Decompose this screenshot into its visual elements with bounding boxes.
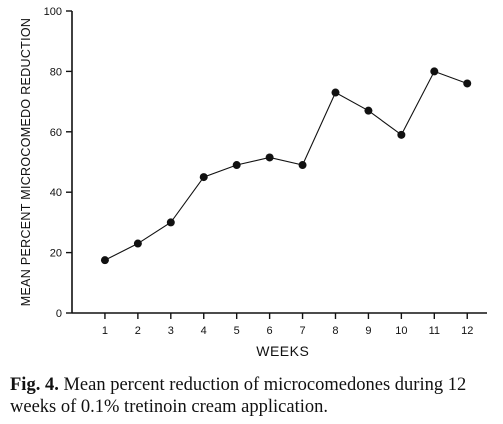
axes [71, 11, 487, 314]
data-point [232, 161, 241, 170]
figure-caption: Fig. 4. Mean percent reduction of microc… [10, 374, 498, 418]
data-point [199, 173, 208, 182]
data-point [133, 239, 142, 248]
data-points [100, 67, 472, 265]
y-tick-label: 40 [50, 187, 62, 199]
x-tick-label: 1 [102, 325, 108, 337]
x-tick-label: 5 [234, 325, 240, 337]
x-tick-label: 11 [429, 325, 440, 337]
data-point [331, 88, 340, 97]
caption-text: Mean percent reduction of microcomedones… [10, 375, 467, 417]
x-tick-label: 2 [135, 325, 141, 337]
x-tick-label: 10 [395, 325, 407, 337]
y-tick-label: 100 [44, 6, 62, 18]
y-tick-label: 60 [50, 127, 62, 139]
x-tick-label: 7 [299, 325, 305, 337]
data-point [100, 256, 109, 265]
x-tick-label: 8 [332, 325, 338, 337]
x-ticks: 1 2 3 4 5 6 7 8 9 10 11 12 [102, 313, 473, 337]
data-point [298, 161, 307, 170]
y-tick-label: 0 [56, 308, 62, 320]
y-axis-title: MEAN PERCENT MICROCOMEDO REDUCTION [19, 18, 33, 306]
x-tick-label: 3 [168, 325, 174, 337]
data-point [463, 79, 472, 88]
data-point [364, 106, 373, 115]
x-axis-title: WEEKS [256, 343, 309, 359]
y-tick-label: 80 [50, 66, 62, 78]
caption-label: Fig. 4. [10, 375, 59, 395]
data-point [397, 130, 406, 139]
y-tick-label: 20 [50, 248, 62, 260]
x-tick-label: 4 [201, 325, 207, 337]
x-tick-label: 12 [461, 325, 473, 337]
data-point [430, 67, 439, 76]
series-line [104, 70, 468, 261]
series-line-path [104, 70, 468, 261]
data-point [166, 218, 175, 227]
data-point [265, 153, 274, 162]
x-tick-label: 9 [365, 325, 371, 337]
y-ticks: 0 20 40 60 80 100 [44, 6, 72, 320]
x-tick-label: 6 [267, 325, 273, 337]
